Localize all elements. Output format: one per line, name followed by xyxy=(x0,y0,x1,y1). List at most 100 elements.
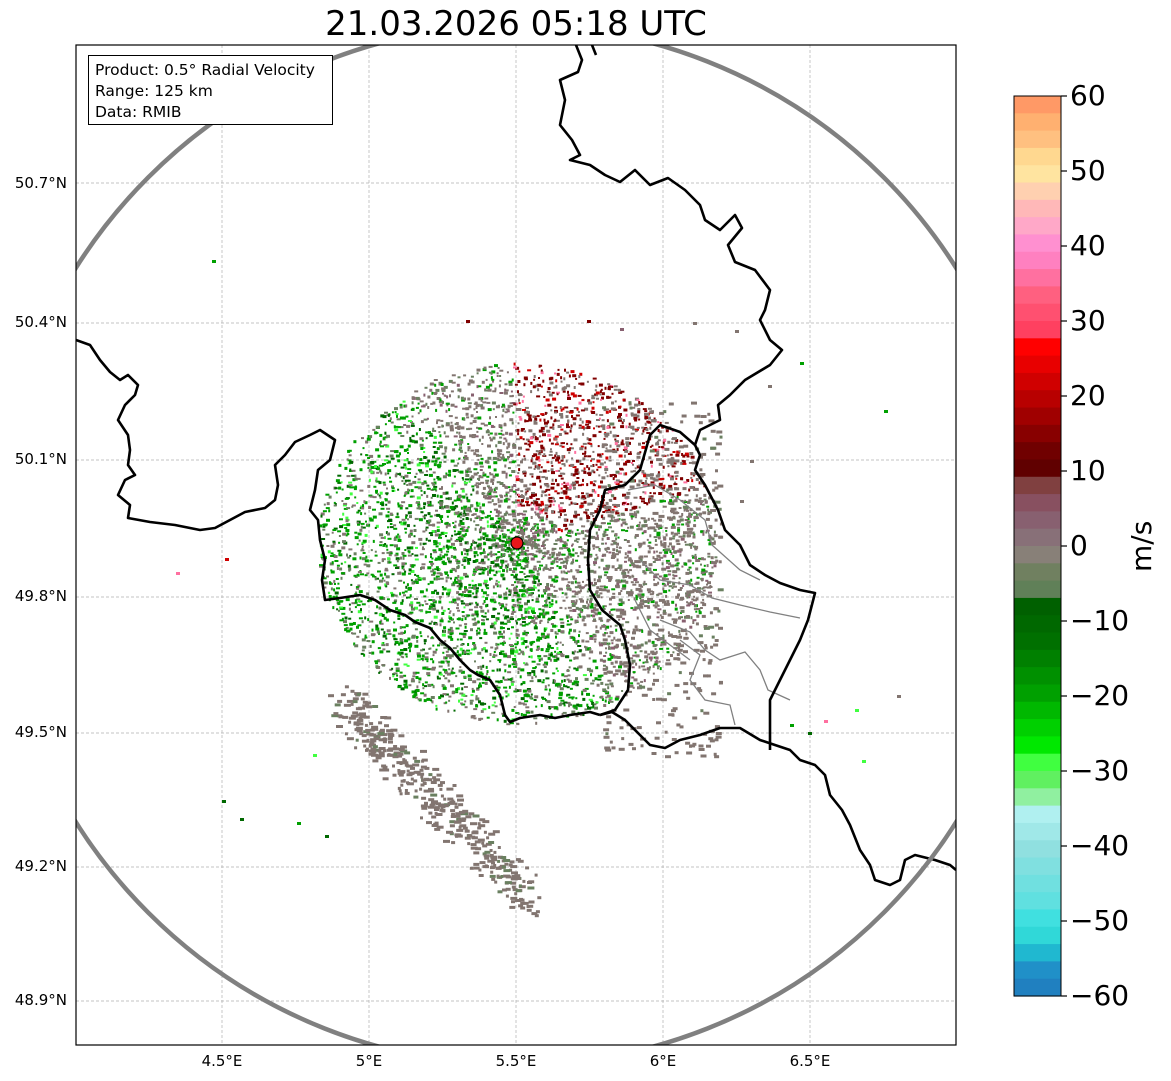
radar-pixel xyxy=(464,482,468,486)
radar-pixel xyxy=(446,402,450,405)
radar-pixel xyxy=(350,583,353,586)
radar-pixel xyxy=(439,434,442,438)
radar-pixel xyxy=(572,473,576,477)
radar-pixel xyxy=(530,710,534,714)
radar-pixel xyxy=(481,677,485,681)
radar-pixel xyxy=(616,512,620,515)
radar-pixel xyxy=(535,600,540,603)
radar-pixel xyxy=(566,701,571,704)
radar-pixel xyxy=(438,696,442,700)
radar-pixel xyxy=(584,446,587,450)
radar-pixel xyxy=(409,515,412,519)
radar-pixel xyxy=(624,568,629,571)
radar-pixel xyxy=(599,414,604,416)
radar-pixel xyxy=(467,402,472,405)
radar-pixel xyxy=(375,662,378,665)
radar-pixel xyxy=(475,695,478,698)
radar-pixel xyxy=(563,704,566,707)
radar-pixel xyxy=(518,519,522,521)
radar-pixel xyxy=(560,630,565,634)
radar-pixel xyxy=(465,589,469,592)
radar-pixel xyxy=(611,392,614,395)
radar-pixel xyxy=(529,436,533,440)
radar-pixel xyxy=(503,405,506,409)
radar-pixel xyxy=(510,618,514,620)
radar-pixel xyxy=(692,555,695,559)
radar-pixel xyxy=(638,628,643,631)
radar-pixel xyxy=(452,598,457,602)
radar-pixel xyxy=(475,569,478,571)
radar-pixel xyxy=(410,579,413,582)
radar-pixel xyxy=(365,440,369,444)
radar-pixel xyxy=(574,656,579,660)
radar-pixel xyxy=(597,674,602,678)
radar-pixel xyxy=(416,639,419,643)
radar-pixel xyxy=(571,457,574,460)
radar-pixel xyxy=(485,385,490,389)
radar-pixel xyxy=(638,659,641,662)
radar-pixel xyxy=(513,587,518,590)
radar-pixel xyxy=(345,627,349,629)
radar-pixel xyxy=(689,508,693,512)
radar-pixel xyxy=(555,530,558,534)
radar-pixel xyxy=(501,470,506,474)
radar-pixel xyxy=(604,465,608,469)
radar-pixel xyxy=(513,484,517,487)
radar-pixel xyxy=(582,496,585,500)
radar-pixel xyxy=(416,652,421,656)
radar-pixel xyxy=(587,554,592,558)
radar-pixel xyxy=(527,369,532,372)
radar-pixel xyxy=(522,567,526,570)
radar-pixel xyxy=(500,621,505,625)
radar-pixel xyxy=(487,558,490,561)
radar-pixel xyxy=(360,512,363,516)
radar-pixel xyxy=(475,566,478,570)
radar-pixel xyxy=(460,698,464,701)
radar-pixel xyxy=(608,526,612,529)
radar-pixel xyxy=(470,449,475,452)
radar-pixel xyxy=(459,449,463,453)
radar-pixel xyxy=(592,547,595,550)
radar-pixel xyxy=(671,537,675,540)
radar-pixel xyxy=(403,448,407,452)
radar-pixel xyxy=(372,496,377,499)
radar-pixel xyxy=(482,708,487,711)
radar-pixel xyxy=(707,555,711,558)
radar-pixel xyxy=(654,522,658,525)
radar-pixel xyxy=(528,672,532,674)
radar-pixel xyxy=(599,658,603,662)
radar-pixel xyxy=(467,561,471,565)
radar-pixel xyxy=(366,640,371,642)
radar-pixel xyxy=(470,628,473,632)
radar-pixel xyxy=(644,410,648,413)
radar-pixel xyxy=(415,406,419,409)
radar-pixel xyxy=(542,540,545,544)
radar-pixel xyxy=(554,437,558,441)
radar-pixel xyxy=(367,457,371,459)
radar-pixel xyxy=(431,557,434,560)
radar-pixel xyxy=(417,478,421,481)
radar-pixel xyxy=(461,564,464,566)
radar-pixel xyxy=(389,454,394,458)
radar-pixel xyxy=(623,481,627,485)
radar-pixel xyxy=(703,498,707,501)
radar-pixel xyxy=(494,432,498,436)
radar-pixel xyxy=(465,407,470,411)
radar-pixel xyxy=(495,416,497,418)
radar-pixel xyxy=(395,607,399,611)
radar-pixel xyxy=(611,654,614,656)
radar-pixel xyxy=(600,619,604,622)
radar-pixel xyxy=(589,535,593,539)
radar-pixel xyxy=(608,610,611,614)
radar-pixel xyxy=(547,391,551,394)
radar-pixel xyxy=(609,625,612,628)
radar-pixel xyxy=(585,632,589,635)
radar-pixel xyxy=(475,589,479,593)
radar-pixel xyxy=(374,460,377,463)
radar-pixel xyxy=(662,441,665,445)
radar-pixel xyxy=(548,568,552,571)
radar-pixel xyxy=(684,508,689,511)
radar-pixel xyxy=(657,558,661,561)
radar-pixel xyxy=(504,388,507,392)
radar-pixel xyxy=(385,455,389,458)
